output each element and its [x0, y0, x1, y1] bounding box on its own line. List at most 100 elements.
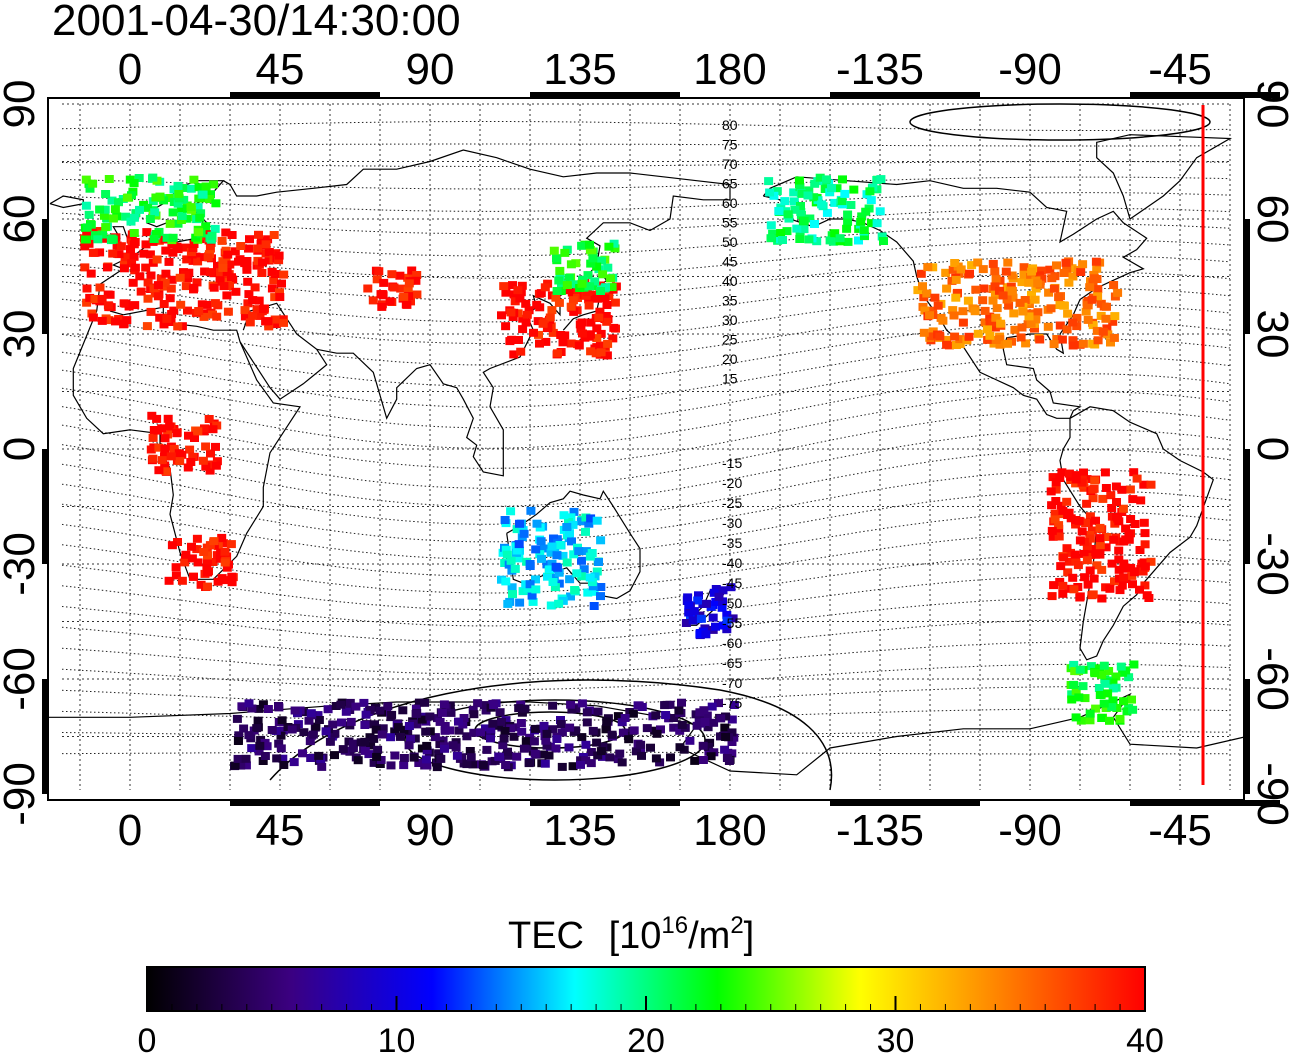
top-longitude-label: -45 — [1148, 45, 1212, 94]
tec-cell — [536, 537, 546, 546]
tec-cell — [1037, 274, 1047, 283]
tec-cell — [995, 286, 1004, 295]
tec-cell — [151, 230, 161, 238]
left-latitude-labels: 90 60 30 0 -30 -60 -90 — [0, 80, 44, 826]
tec-cell — [420, 698, 430, 707]
tec-cell — [588, 254, 598, 263]
frame-band-left — [42, 219, 48, 334]
tec-cell — [1109, 281, 1119, 289]
tec-cell — [538, 319, 548, 328]
tec-cell — [990, 267, 1000, 276]
tec-cell — [542, 741, 552, 750]
contour-label: -30 — [722, 515, 742, 531]
tec-cell — [1128, 580, 1137, 589]
tec-cell — [574, 547, 584, 556]
tec-cell — [270, 315, 280, 324]
tec-cell — [566, 339, 576, 348]
colorbar-unit-base: [10 — [609, 915, 662, 957]
tec-cell — [856, 217, 866, 226]
tec-cell — [1064, 584, 1074, 593]
tec-cell — [1090, 669, 1100, 678]
tec-cell — [515, 598, 525, 607]
tec-cell — [390, 751, 400, 760]
tec-cell — [1083, 315, 1093, 324]
tec-cell — [978, 296, 988, 305]
tec-cell — [925, 311, 934, 320]
tec-cell — [519, 744, 529, 753]
tec-cell — [242, 257, 252, 265]
tec-cell — [153, 292, 163, 301]
tec-cell — [1107, 703, 1117, 712]
tec-cell — [269, 231, 279, 239]
left-latitude-label: 30 — [0, 310, 44, 359]
tec-cell — [1115, 714, 1125, 723]
tec-cell — [1080, 573, 1090, 582]
tec-cell — [276, 731, 286, 740]
contour-label: 80 — [722, 117, 738, 133]
tec-cell — [784, 214, 794, 223]
tec-cell — [430, 733, 440, 742]
tec-cell — [566, 592, 575, 601]
tec-cell — [1130, 520, 1140, 528]
tec-cell — [592, 567, 602, 576]
tec-cell — [473, 699, 483, 708]
tec-cell — [965, 269, 974, 278]
tec-cell — [1018, 307, 1028, 316]
tec-cell — [175, 457, 185, 466]
tec-cell — [130, 238, 140, 246]
tec-cell — [607, 730, 617, 739]
tec-cell — [646, 743, 655, 752]
contour-line — [62, 143, 1231, 147]
bottom-longitude-label: 90 — [406, 806, 455, 855]
tec-cell — [1076, 716, 1086, 725]
tec-cell — [1007, 287, 1017, 295]
tec-cell — [514, 540, 524, 549]
tec-cell — [389, 283, 399, 292]
tec-cell — [571, 726, 581, 735]
contour-label: 30 — [722, 312, 738, 328]
tec-cell — [1055, 474, 1065, 482]
tec-cell — [232, 714, 242, 723]
colorbar-unit-exponent: 16 — [661, 912, 688, 939]
tec-cell — [956, 265, 966, 274]
tec-cell — [200, 267, 210, 276]
tec-cell — [469, 728, 479, 737]
tec-cell — [234, 731, 244, 740]
tec-cell — [111, 317, 120, 326]
tec-cell — [432, 763, 442, 772]
contour-line — [61, 619, 1231, 659]
tec-cell — [486, 725, 496, 734]
tec-cell — [675, 743, 685, 752]
contour-line — [61, 192, 1231, 212]
tec-cell — [879, 237, 888, 245]
tec-cell — [1069, 585, 1079, 594]
tec-cell — [164, 576, 174, 585]
tec-cell — [620, 714, 630, 722]
tec-cell — [1140, 581, 1150, 590]
tec-cell — [1095, 664, 1105, 673]
tec-cell — [230, 761, 240, 770]
tec-cell — [958, 307, 968, 316]
tec-cell — [554, 276, 564, 285]
tec-cell — [546, 601, 556, 610]
tec-cell — [1108, 317, 1118, 326]
tec-cell — [183, 463, 193, 472]
tec-cell — [374, 267, 384, 276]
tec-cell — [576, 324, 586, 333]
tec-cell — [727, 749, 737, 758]
tec-cell — [227, 231, 237, 239]
tec-cell — [804, 235, 814, 244]
tec-cell — [985, 312, 995, 321]
tec-cell — [414, 698, 424, 707]
tec-cell — [1086, 662, 1096, 671]
tec-cell — [916, 269, 926, 278]
tec-cell — [566, 700, 576, 709]
tec-cell — [331, 702, 341, 710]
tec-cell — [321, 727, 331, 736]
tec-cell — [991, 313, 1001, 322]
tec-cell — [865, 187, 875, 196]
tec-cell — [636, 740, 646, 749]
contour-line — [61, 287, 1231, 345]
tec-cell — [252, 305, 262, 314]
tec-cell — [700, 718, 710, 726]
